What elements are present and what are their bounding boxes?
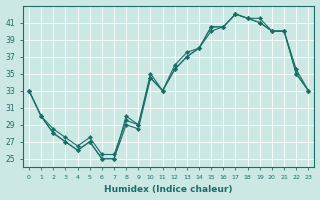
X-axis label: Humidex (Indice chaleur): Humidex (Indice chaleur) xyxy=(104,185,233,194)
